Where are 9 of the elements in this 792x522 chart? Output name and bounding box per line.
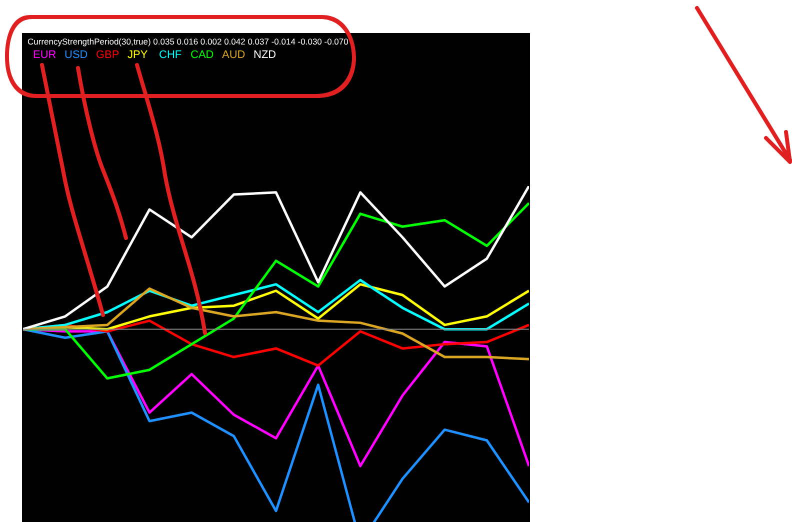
- text: AUD: [222, 49, 246, 61]
- text: NZD: [254, 49, 276, 61]
- text: EUR: [33, 49, 56, 61]
- chart-title: CurrencyStrengthPeriod(30,true) 0.035 0.016 0.002 0.042 0.037 -0.014 -0.030 -0.070: [28, 36, 349, 46]
- text: CAD: [190, 49, 214, 61]
- text: CHF: [159, 49, 182, 61]
- text: JPY: [128, 49, 148, 61]
- text: GBP: [96, 49, 120, 61]
- text: USD: [64, 49, 88, 61]
